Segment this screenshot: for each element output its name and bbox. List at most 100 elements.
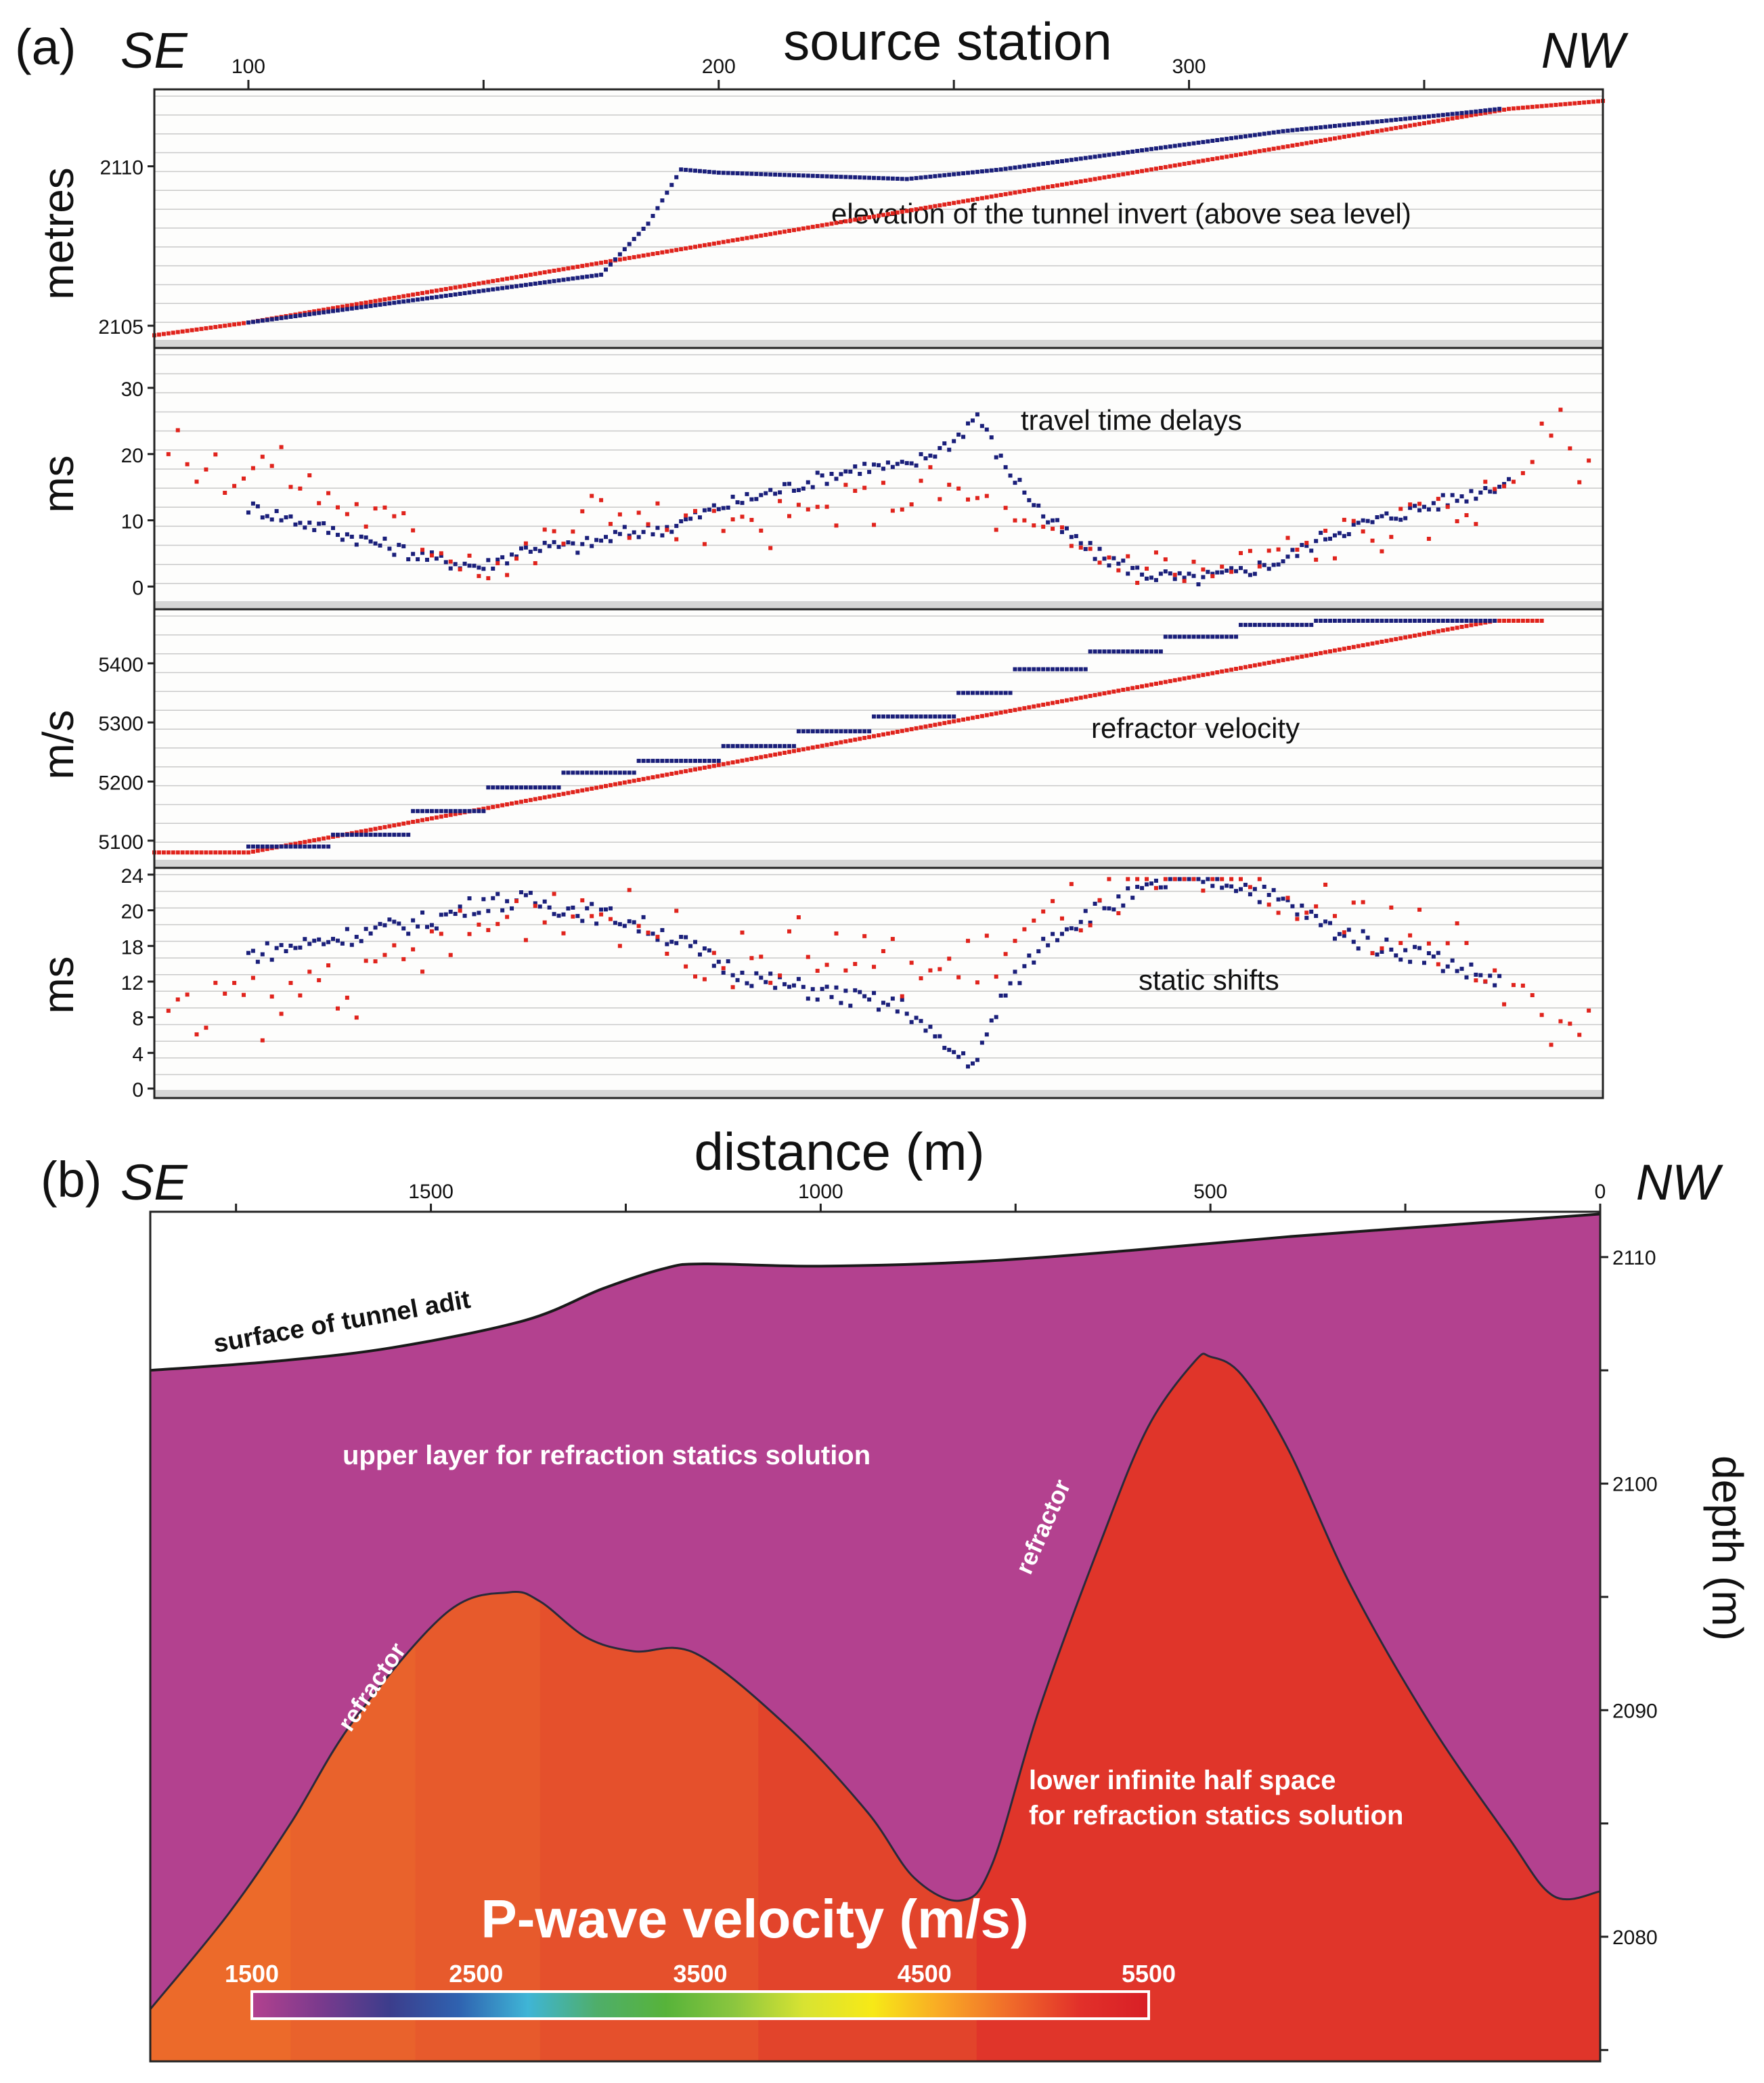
data-point: [448, 952, 453, 957]
data-point: [1017, 707, 1022, 711]
data-point: [1417, 632, 1422, 637]
data-point: [1017, 477, 1022, 482]
data-point: [688, 944, 693, 948]
data-point: [161, 332, 166, 336]
data-point: [477, 289, 481, 294]
data-point: [156, 332, 161, 337]
data-point: [510, 276, 514, 280]
data-point: [1107, 906, 1111, 911]
data-point: [1295, 127, 1300, 132]
data-point: [665, 249, 669, 254]
data-point: [260, 844, 265, 849]
data-point: [1111, 689, 1116, 694]
data-point: [1145, 576, 1149, 581]
data-point: [726, 171, 730, 175]
data-point: [448, 566, 453, 571]
data-point: [1201, 575, 1206, 579]
data-point: [298, 844, 303, 849]
data-point: [1488, 110, 1493, 114]
data-point: [359, 301, 363, 306]
data-point: [975, 412, 979, 417]
data-point: [1215, 877, 1220, 881]
data-point: [1130, 686, 1135, 690]
data-point: [740, 236, 745, 241]
data-point: [1309, 548, 1314, 553]
data-point: [904, 1011, 909, 1016]
data-point: [928, 454, 933, 458]
data-point: [585, 770, 590, 775]
data-point: [424, 809, 429, 814]
data-point: [382, 923, 387, 927]
data-point: [843, 219, 848, 223]
data-point: [1553, 102, 1558, 107]
data-point: [401, 821, 406, 826]
panel-a: (a) SE NW source station 100 200 300 21102…: [15, 12, 1629, 1101]
data-point: [900, 994, 904, 999]
data-point: [265, 941, 269, 946]
data-point: [1163, 885, 1168, 890]
data-point: [331, 833, 336, 837]
data-point: [274, 946, 279, 950]
data-point: [608, 259, 613, 263]
data-point: [726, 505, 730, 510]
data-point: [1455, 626, 1459, 630]
data-point: [1394, 126, 1398, 131]
data-point: [1266, 567, 1271, 571]
data-point: [764, 754, 768, 759]
data-point: [1135, 565, 1140, 570]
data-point: [279, 1011, 284, 1016]
data-point: [787, 173, 791, 177]
data-point: [1351, 519, 1356, 523]
data-point: [293, 844, 298, 849]
data-point: [1210, 574, 1215, 579]
data-point: [806, 996, 810, 1001]
data-point: [848, 729, 853, 734]
data-point: [533, 546, 537, 551]
data-point: [345, 927, 349, 931]
data-point: [1483, 979, 1488, 984]
y-tick-label: 10: [121, 511, 144, 533]
data-point: [1323, 529, 1328, 533]
data-point: [1069, 697, 1074, 702]
data-point: [1365, 618, 1370, 623]
data-point: [1088, 155, 1093, 160]
data-point: [1093, 693, 1097, 697]
data-point: [745, 758, 749, 762]
data-point: [1196, 634, 1201, 639]
data-point: [730, 985, 735, 990]
data-point: [1403, 516, 1408, 521]
data-point: [1507, 618, 1512, 623]
data-point: [298, 486, 303, 491]
data-point: [378, 298, 382, 303]
data-point: [1083, 156, 1088, 160]
data-point: [477, 281, 481, 286]
data-point: [1328, 921, 1333, 925]
data-point: [1314, 904, 1319, 908]
data-point: [1055, 518, 1060, 523]
data-point: [204, 467, 208, 472]
data-point: [1078, 179, 1083, 184]
data-point: [1295, 917, 1300, 921]
data-point: [778, 744, 782, 749]
data-point: [791, 488, 796, 493]
data-point: [1041, 161, 1046, 166]
data-point: [1361, 900, 1365, 904]
data-point: [914, 463, 919, 468]
data-point: [1276, 659, 1281, 663]
refractor-boundary: [150, 1353, 1600, 2010]
data-point: [796, 977, 801, 982]
data-point: [928, 968, 933, 973]
data-point: [571, 770, 575, 775]
data-point: [1375, 119, 1380, 124]
data-point: [604, 535, 609, 540]
data-point: [1225, 634, 1229, 639]
data-point: [740, 500, 745, 505]
data-point: [820, 174, 824, 179]
data-point: [1140, 649, 1145, 654]
data-point: [223, 490, 227, 495]
data-point: [1206, 877, 1210, 881]
data-point: [1417, 907, 1422, 912]
data-point: [810, 987, 815, 992]
data-point: [1380, 949, 1384, 954]
data-point: [984, 690, 989, 695]
